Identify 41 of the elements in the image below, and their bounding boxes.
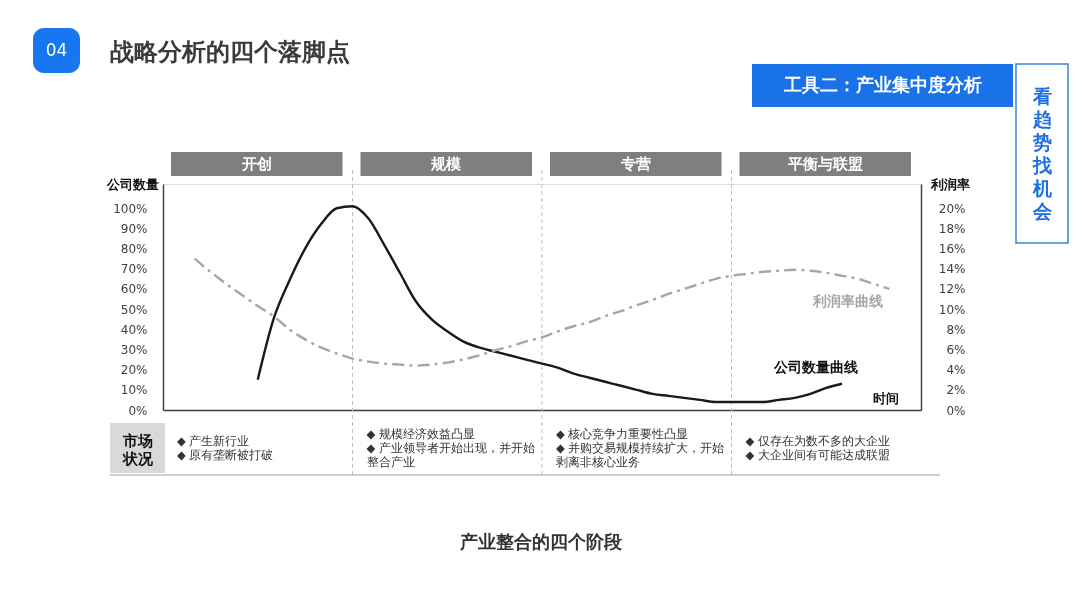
y2-tick-label: 2%	[946, 383, 966, 398]
text: ◆ 仅存在为数不多的大企业 ◆ 大企业间有可能达成联盟	[745, 434, 890, 462]
chart-title: 战略分析的四个落脚点	[110, 38, 350, 66]
y2-tick-label: 16%	[938, 242, 966, 257]
text: ◆ 规模经济效益凸显 ◆ 产业领导者开始出现，并开始整合产业	[366, 427, 535, 469]
y-axis-title: 公司数量	[105, 176, 159, 192]
y-tick-label: 90%	[120, 221, 148, 236]
y-tick-label: 20%	[120, 363, 148, 378]
text: 看趋势找机会	[1031, 85, 1053, 222]
y-tick-label: 70%	[120, 262, 148, 277]
y-tick-label: 10%	[120, 383, 148, 398]
y2-tick-label: 8%	[946, 322, 966, 337]
y-tick-label: 30%	[120, 342, 148, 357]
text: 规模	[430, 155, 463, 173]
text: 平衡与联盟	[786, 155, 863, 173]
y2-tick-label: 20%	[938, 201, 966, 216]
y2-axis-title: 利润率	[929, 176, 970, 192]
text: ◆ 核心竞争力重要性凸显 ◆ 并购交易规模持续扩大，开始剥离非核心业务	[556, 427, 725, 469]
y2-tick-label: 18%	[938, 221, 966, 236]
y-tick-label: 80%	[120, 242, 148, 257]
text: 专营	[619, 155, 651, 173]
text: 产业整合的四个阶段	[459, 531, 623, 552]
y2-tick-label: 10%	[938, 302, 966, 317]
text: 开创	[240, 155, 272, 173]
y2-tick-label: 0%	[946, 403, 966, 418]
y-tick-label: 0%	[128, 403, 148, 418]
text: ◆ 产生新行业 ◆ 原有垄断被打破	[177, 434, 274, 462]
x-axis-title: 时间	[872, 390, 899, 406]
y-tick-label: 60%	[120, 282, 148, 297]
y2-tick-label: 14%	[938, 262, 966, 277]
y-tick-label: 100%	[113, 201, 148, 216]
y-tick-label: 50%	[120, 302, 148, 317]
y-tick-label: 40%	[120, 322, 148, 337]
text: 04	[45, 39, 68, 60]
series-label: 公司数量曲线	[773, 358, 859, 375]
text: 市场状况	[121, 432, 154, 468]
series-label: 利润率曲线	[812, 292, 884, 309]
y2-tick-label: 4%	[946, 363, 966, 378]
y2-tick-label: 6%	[946, 342, 966, 357]
text: 工具二：产业集中度分析	[782, 73, 982, 95]
y2-tick-label: 12%	[938, 282, 966, 297]
